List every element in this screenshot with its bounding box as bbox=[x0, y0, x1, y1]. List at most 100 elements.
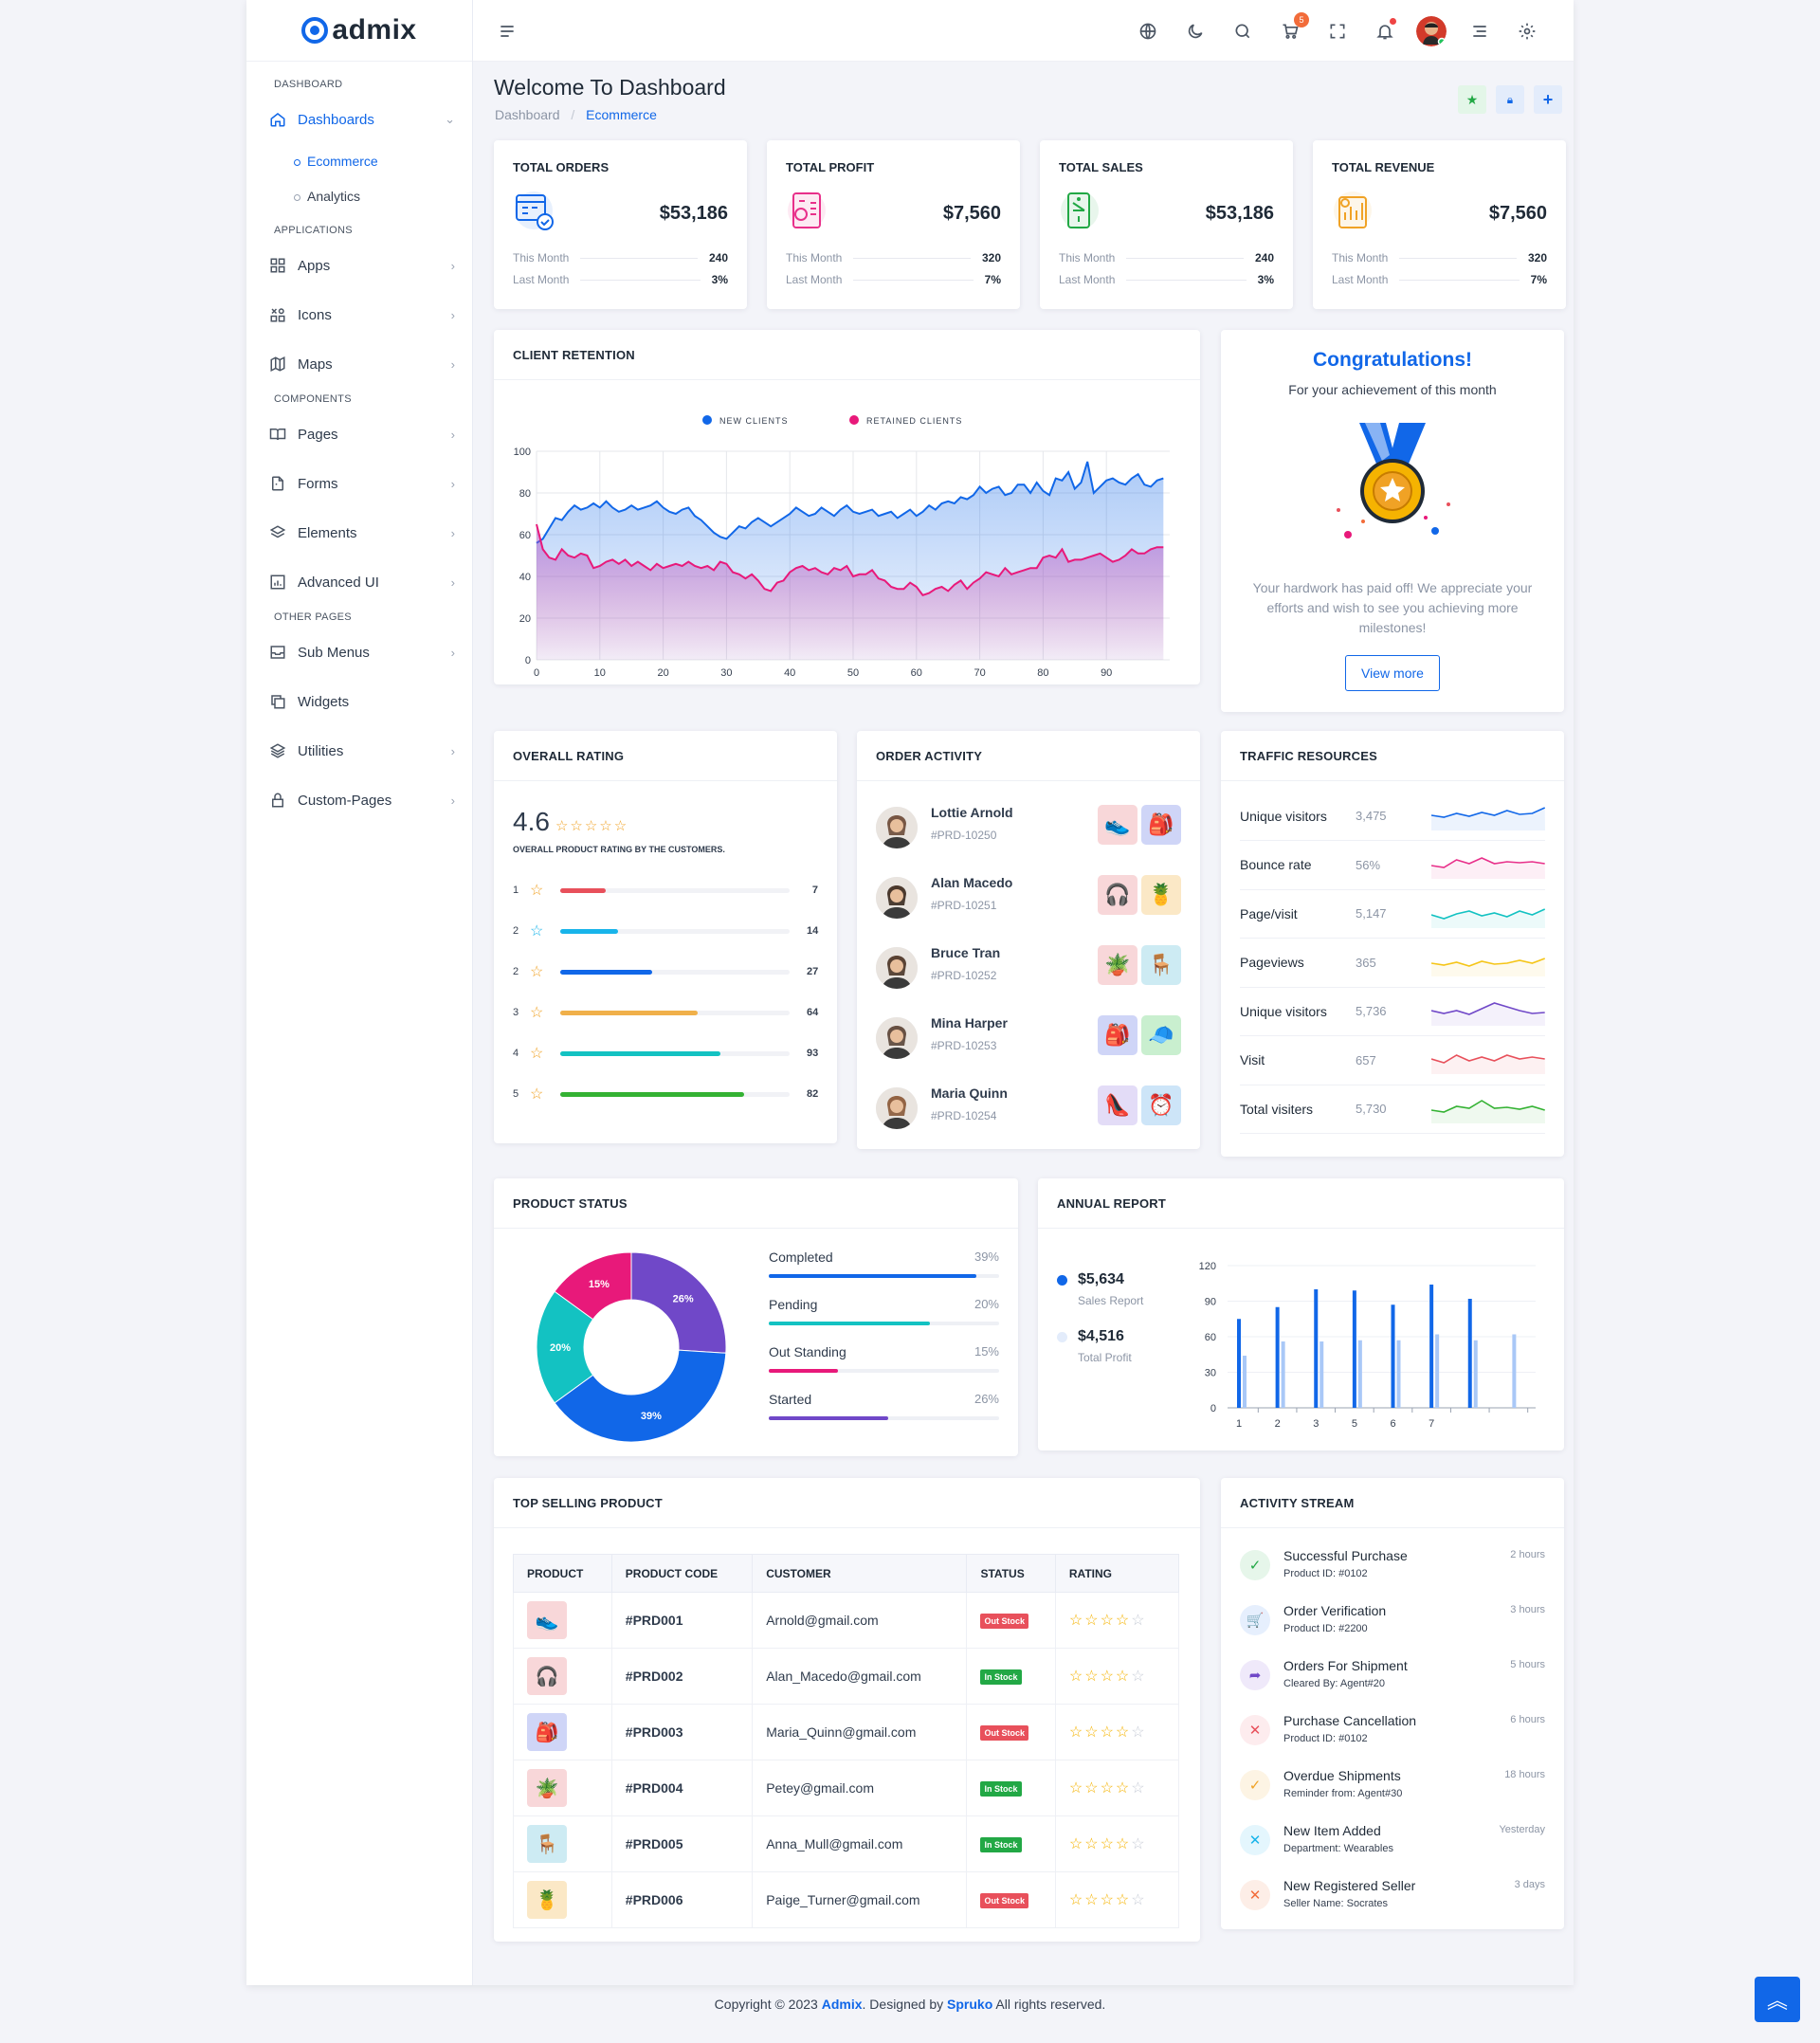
stat-label: Last Month bbox=[1059, 273, 1116, 286]
sidebar-item-elements[interactable]: Elements › bbox=[246, 508, 472, 557]
legend-label: RETAINED CLIENTS bbox=[866, 416, 962, 426]
stat-card: TOTAL REVENUE $7,560 This Month 320 Last Mon… bbox=[1313, 140, 1566, 309]
user-avatar[interactable] bbox=[1416, 16, 1447, 46]
stat-label: This Month bbox=[1059, 251, 1116, 264]
add-button[interactable]: + bbox=[1534, 85, 1562, 114]
table-row[interactable]: 🍍 #PRD006 Paige_Turner@gmail.com Out Stock ☆… bbox=[513, 1871, 1180, 1928]
bar-profit[interactable] bbox=[1320, 1341, 1324, 1408]
cart-icon[interactable]: 5 bbox=[1279, 12, 1309, 43]
sidebar-item-advanced-ui[interactable]: Advanced UI › bbox=[246, 557, 472, 607]
rating-level: 3 bbox=[513, 1007, 519, 1018]
globe-icon[interactable] bbox=[1137, 20, 1159, 43]
rating-level: 4 bbox=[513, 1048, 519, 1059]
order-row[interactable]: Lottie Arnold #PRD-10250 👟 🎒 bbox=[876, 797, 1181, 867]
brand-logo[interactable]: admix bbox=[246, 0, 472, 62]
stat-last-month: Last Month 3% bbox=[513, 272, 728, 287]
bar-sales[interactable] bbox=[1391, 1304, 1395, 1408]
product-thumbnail: ⏰ bbox=[1141, 1085, 1181, 1125]
customer-name: Mina Harper bbox=[931, 1015, 1008, 1031]
menu-toggle-icon[interactable] bbox=[496, 20, 519, 43]
order-row[interactable]: Bruce Tran #PRD-10252 🪴 🪑 bbox=[876, 938, 1181, 1008]
pie-slice[interactable] bbox=[554, 1251, 632, 1321]
sidebar-item-pages[interactable]: Pages › bbox=[246, 410, 472, 459]
activity-time: 5 hours bbox=[1510, 1659, 1545, 1670]
status-row: Pending 20% bbox=[769, 1297, 999, 1341]
chevron-right-icon: › bbox=[450, 575, 455, 590]
fullscreen-icon[interactable] bbox=[1326, 20, 1349, 43]
customer-email: Petey@gmail.com bbox=[752, 1760, 968, 1816]
bar-profit[interactable] bbox=[1357, 1340, 1362, 1408]
status-badge: In Stock bbox=[980, 1781, 1022, 1797]
sidebar-item-label: Elements bbox=[298, 524, 357, 541]
bar-sales[interactable] bbox=[1314, 1289, 1319, 1408]
pie-slice[interactable] bbox=[536, 1290, 594, 1404]
pie-slice[interactable] bbox=[630, 1251, 727, 1354]
stat-value: $53,186 bbox=[1205, 203, 1274, 224]
bar-sales[interactable] bbox=[1429, 1285, 1434, 1408]
order-row[interactable]: Maria Quinn #PRD-10254 👠 ⏰ bbox=[876, 1078, 1181, 1148]
bar-profit[interactable] bbox=[1243, 1356, 1247, 1408]
order-row[interactable]: Mina Harper #PRD-10253 🎒 🧢 bbox=[876, 1008, 1181, 1078]
bar-profit[interactable] bbox=[1435, 1334, 1440, 1409]
moon-icon[interactable] bbox=[1184, 20, 1207, 43]
gear-icon[interactable] bbox=[1516, 20, 1538, 43]
stat-this-month: This Month 240 bbox=[513, 250, 728, 265]
chevron-down-icon: ⌄ bbox=[445, 112, 455, 126]
chevron-right-icon: › bbox=[450, 743, 455, 758]
sidebar-item-maps[interactable]: Maps › bbox=[246, 339, 472, 389]
table-row[interactable]: 🪴 #PRD004 Petey@gmail.com In Stock ☆☆☆☆☆ bbox=[513, 1760, 1180, 1816]
rating-bar-fill bbox=[560, 887, 607, 893]
x-tick-label: 6 bbox=[1390, 1418, 1395, 1430]
search-icon[interactable] bbox=[1231, 20, 1254, 43]
align-right-icon[interactable] bbox=[1468, 20, 1491, 43]
view-more-button[interactable]: View more bbox=[1345, 655, 1440, 691]
pie-slice[interactable] bbox=[554, 1349, 727, 1443]
sidebar-item-dashboards[interactable]: Dashboards ⌄ bbox=[246, 95, 472, 144]
bar-profit[interactable] bbox=[1281, 1341, 1285, 1408]
congrats-title: Congratulations! bbox=[1313, 349, 1472, 371]
footer-brand-link[interactable]: Admix bbox=[821, 1997, 863, 2012]
column-header: RATING bbox=[1054, 1554, 1180, 1593]
x-tick-label: 70 bbox=[974, 667, 985, 679]
table-row[interactable]: 🪑 #PRD005 Anna_Mull@gmail.com In Stock ☆☆☆☆☆ bbox=[513, 1815, 1180, 1872]
sidebar-item-custom-pages[interactable]: Custom-Pages › bbox=[246, 775, 472, 825]
table-row[interactable]: 👟 #PRD001 Arnold@gmail.com Out Stock ☆☆☆☆☆ bbox=[513, 1592, 1180, 1649]
breadcrumb-ecommerce[interactable]: Ecommerce bbox=[586, 107, 657, 122]
status-row: Started 26% bbox=[769, 1392, 999, 1435]
bar-sales[interactable] bbox=[1237, 1319, 1241, 1408]
congrats-card: Congratulations! For your achievement of… bbox=[1221, 330, 1564, 712]
sidebar-item-widgets[interactable]: Widgets bbox=[246, 677, 472, 726]
bar-sales[interactable] bbox=[1275, 1306, 1280, 1408]
stat-icon bbox=[1059, 190, 1101, 231]
sidebar-item-sub-menus[interactable]: Sub Menus › bbox=[246, 628, 472, 677]
stat-label: Last Month bbox=[786, 273, 843, 286]
x-tick-label: 40 bbox=[784, 667, 795, 679]
bar-profit[interactable] bbox=[1512, 1334, 1517, 1409]
stat-label: Last Month bbox=[1332, 273, 1389, 286]
lock-button[interactable]: 🔒︎ bbox=[1496, 85, 1524, 114]
bar-profit[interactable] bbox=[1396, 1340, 1401, 1408]
bar-sales[interactable] bbox=[1352, 1290, 1356, 1408]
sidebar-item-icons[interactable]: Icons › bbox=[246, 290, 472, 339]
scroll-top-button[interactable]: ︽ bbox=[1755, 1977, 1800, 2022]
star-button[interactable]: ★ bbox=[1458, 85, 1486, 114]
sidebar-item-forms[interactable]: Forms › bbox=[246, 459, 472, 508]
rating-cell: ☆☆☆☆☆ bbox=[1054, 1871, 1180, 1928]
sidebar-subitem-analytics[interactable]: Analytics bbox=[246, 179, 472, 214]
sidebar-subitem-ecommerce[interactable]: Ecommerce bbox=[246, 144, 472, 179]
status-cell: In Stock bbox=[966, 1648, 1056, 1705]
product-code: #PRD002 bbox=[610, 1648, 754, 1705]
sidebar-item-utilities[interactable]: Utilities › bbox=[246, 726, 472, 775]
nav-category-other: OTHER PAGES bbox=[274, 611, 352, 623]
y-tick-label: 20 bbox=[519, 613, 531, 625]
footer-designer-link[interactable]: Spruko bbox=[947, 1997, 993, 2012]
order-row[interactable]: Alan Macedo #PRD-10251 🎧 🍍 bbox=[876, 867, 1181, 938]
bar-sales[interactable] bbox=[1467, 1299, 1472, 1408]
sidebar-item-apps[interactable]: Apps › bbox=[246, 241, 472, 290]
stat-last-value: 3% bbox=[711, 273, 728, 286]
bell-icon[interactable] bbox=[1374, 18, 1396, 43]
breadcrumb-dashboard[interactable]: Dashboard bbox=[495, 107, 560, 122]
table-row[interactable]: 🎧 #PRD002 Alan_Macedo@gmail.com In Stock ☆☆☆… bbox=[513, 1648, 1180, 1705]
table-row[interactable]: 🎒 #PRD003 Maria_Quinn@gmail.com Out Stock ☆☆… bbox=[513, 1704, 1180, 1760]
bar-profit[interactable] bbox=[1473, 1340, 1478, 1408]
